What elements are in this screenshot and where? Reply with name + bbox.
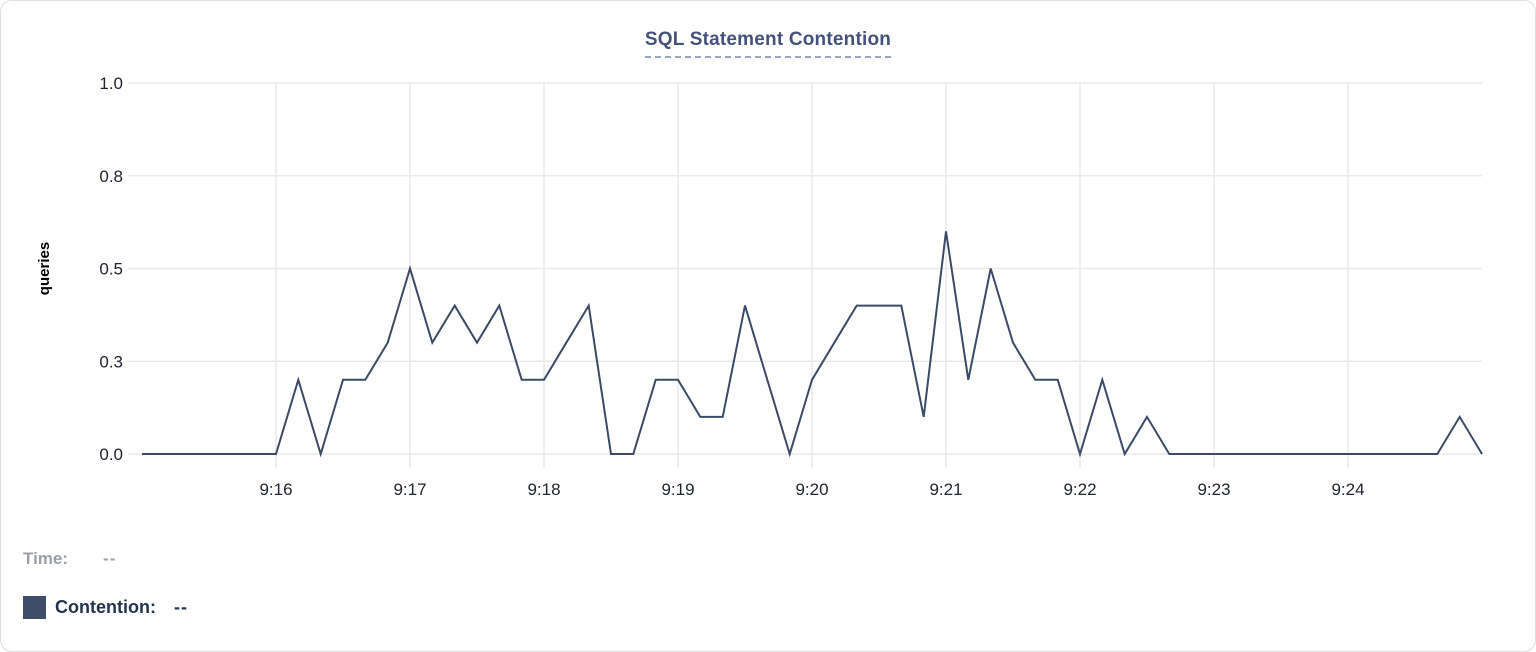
contention-line-chart[interactable]: 0.0 0.3 0.5 0.8 1.0 9:16 9:17 9:18 9:19 9:20 9:21 9… [1,1,1536,516]
y-tick-label: 0.3 [99,352,123,371]
chart-area[interactable]: 0.0 0.3 0.5 0.8 1.0 9:16 9:17 9:18 9:19 9:20 9:21 9… [1,1,1536,516]
y-tick-label: 0.5 [99,260,123,279]
x-tick-label: 9:18 [527,480,560,499]
legend-contention-label: Contention: [55,596,156,617]
legend-time-label: Time: [23,549,69,568]
x-tick-label: 9:20 [795,480,828,499]
y-tick-label: 0.8 [99,167,123,186]
title-row: SQL Statement Contention [1,29,1535,58]
y-axis-title: queries [36,242,53,295]
contention-swatch [23,595,46,619]
chart-title[interactable]: SQL Statement Contention [644,29,892,58]
legend-time-value: -- [103,549,117,568]
x-tick-label: 9:17 [393,480,426,499]
y-tick-label: 0.0 [99,445,123,464]
legend-contention-value: -- [173,596,188,617]
x-tick-label: 9:23 [1197,480,1230,499]
x-tick-label: 9:22 [1063,480,1096,499]
x-tick-label: 9:19 [661,480,694,499]
x-tick-label: 9:16 [259,480,292,499]
contention-series-line [142,231,1483,458]
x-tick-label: 9:24 [1331,480,1364,499]
legend-time-row: Time: -- [23,547,188,571]
legend-contention-row: Contention: -- [23,595,188,619]
y-tick-label: 1.0 [99,74,123,93]
legend: Time: -- Contention: -- [23,547,188,619]
x-tick-label: 9:21 [929,480,962,499]
